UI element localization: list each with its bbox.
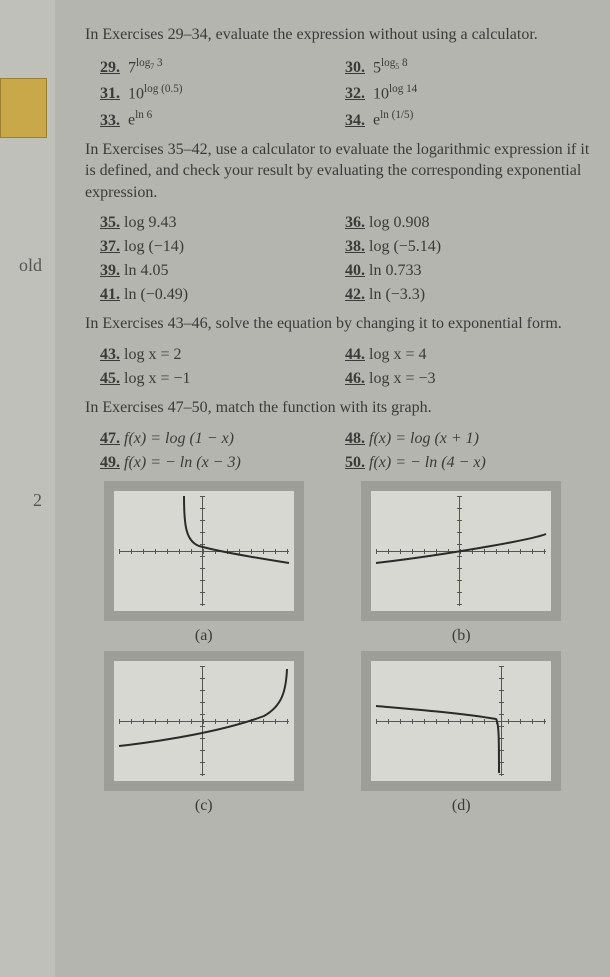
ex-48: 48.f(x) = log (x + 1) (345, 427, 590, 451)
curve-d (371, 661, 551, 781)
caption-b: (b) (356, 627, 566, 645)
instruction-47-50: In Exercises 47–50, match the function w… (85, 397, 590, 419)
graph-c: (c) (99, 651, 309, 815)
exercises-29-34: 29. 7log7 3 30. 5log5 8 31. 10log (0.5) … (100, 54, 590, 133)
curve-a (114, 491, 294, 611)
ex-37: 37.log (−14) (100, 235, 345, 259)
exercises-43-46: 43.log x = 2 44.log x = 4 45.log x = −1 … (100, 343, 590, 391)
ex-29: 29. 7log7 3 (100, 54, 345, 80)
curve-c (114, 661, 294, 781)
graph-b: (b) (356, 481, 566, 645)
ex-38: 38.log (−5.14) (345, 235, 590, 259)
graph-d: (d) (356, 651, 566, 815)
section-tab (0, 78, 47, 138)
exercises-47-50: 47.f(x) = log (1 − x) 48.f(x) = log (x +… (100, 427, 590, 475)
caption-a: (a) (99, 627, 309, 645)
graph-row-2: (c) (d) (75, 651, 590, 815)
instruction-35-42: In Exercises 35–42, use a calculator to … (85, 139, 590, 204)
graph-c-frame (104, 651, 304, 791)
instruction-29-34: In Exercises 29–34, evaluate the express… (85, 24, 590, 46)
ex-40: 40.ln 0.733 (345, 259, 590, 283)
ex-39: 39.ln 4.05 (100, 259, 345, 283)
graph-b-frame (361, 481, 561, 621)
graph-d-frame (361, 651, 561, 791)
caption-d: (d) (356, 797, 566, 815)
ex-49: 49.f(x) = − ln (x − 3) (100, 451, 345, 475)
ex-50: 50.f(x) = − ln (4 − x) (345, 451, 590, 475)
graph-a-frame (104, 481, 304, 621)
textbook-page: In Exercises 29–34, evaluate the express… (55, 0, 610, 977)
instruction-43-46: In Exercises 43–46, solve the equation b… (85, 313, 590, 335)
margin-text-1: old (2, 255, 42, 276)
ex-43: 43.log x = 2 (100, 343, 345, 367)
margin-text-2: 2 (2, 490, 42, 511)
ex-45: 45.log x = −1 (100, 367, 345, 391)
ex-36: 36.log 0.908 (345, 211, 590, 235)
ex-35: 35.log 9.43 (100, 211, 345, 235)
graph-row-1: (a) (b) (75, 481, 590, 645)
ex-32: 32. 10log 14 (345, 80, 590, 106)
ex-46: 46.log x = −3 (345, 367, 590, 391)
ex-44: 44.log x = 4 (345, 343, 590, 367)
curve-b (371, 491, 551, 611)
ex-30: 30. 5log5 8 (345, 54, 590, 80)
ex-41: 41.ln (−0.49) (100, 283, 345, 307)
ex-47: 47.f(x) = log (1 − x) (100, 427, 345, 451)
ex-31: 31. 10log (0.5) (100, 80, 345, 106)
ex-34: 34. eln (1/5) (345, 106, 590, 132)
ex-33: 33. eln 6 (100, 106, 345, 132)
graph-a: (a) (99, 481, 309, 645)
page-left-margin: old 2 (0, 0, 55, 977)
caption-c: (c) (99, 797, 309, 815)
exercises-35-42: 35.log 9.43 36.log 0.908 37.log (−14) 38… (100, 211, 590, 307)
ex-42: 42.ln (−3.3) (345, 283, 590, 307)
